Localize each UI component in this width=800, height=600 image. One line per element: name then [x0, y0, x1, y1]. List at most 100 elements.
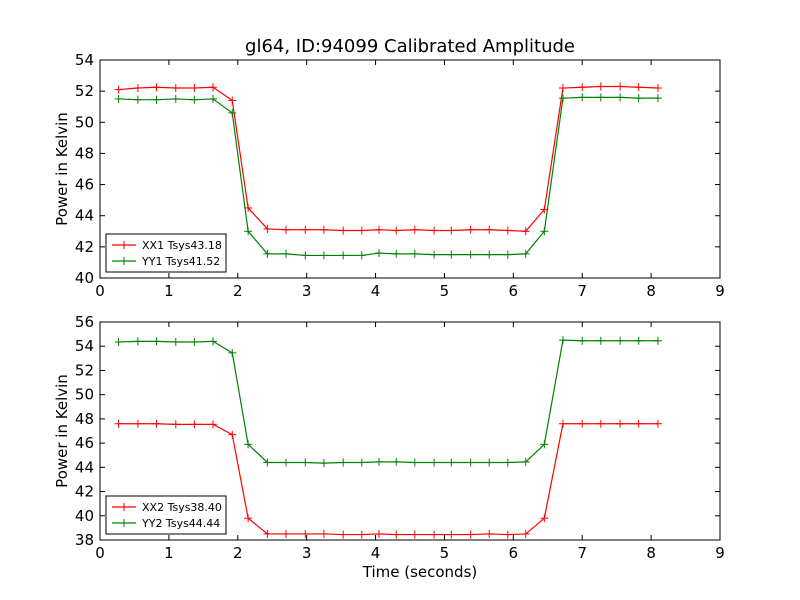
- legend-box: [105, 233, 227, 273]
- data-point: [447, 226, 456, 235]
- data-point: [375, 457, 383, 466]
- x-tick-label: 5: [440, 282, 450, 300]
- x-tick-label: 9: [715, 544, 725, 562]
- data-point: [503, 530, 512, 539]
- series-line: [118, 96, 658, 257]
- data-point: [447, 458, 456, 467]
- data-point: [244, 440, 253, 449]
- data-point: [410, 458, 419, 467]
- y-tick-label: 46: [75, 176, 94, 194]
- data-point: [339, 251, 348, 260]
- data-point: [558, 84, 567, 93]
- x-tick-label: 2: [233, 544, 243, 562]
- data-point: [319, 529, 328, 538]
- data-point: [503, 458, 512, 467]
- data-point: [616, 419, 625, 428]
- y-tick-label: 38: [75, 531, 94, 549]
- data-point: [208, 420, 217, 429]
- data-point: [319, 251, 328, 260]
- data-point: [190, 337, 199, 346]
- data-point: [228, 430, 237, 439]
- data-point: [282, 458, 290, 467]
- data-point: [114, 85, 123, 94]
- y-axis-label: Power in Kelvin: [53, 374, 71, 488]
- data-point: [339, 458, 348, 467]
- data-point: [485, 225, 494, 234]
- data-point: [485, 250, 494, 259]
- data-point: [654, 84, 662, 93]
- data-point: [410, 530, 419, 539]
- data-point: [339, 226, 348, 235]
- x-tick-label: 0: [95, 544, 105, 562]
- y-tick-label: 46: [75, 434, 94, 452]
- legend-label: YY2 Tsys44.44: [141, 517, 220, 530]
- y-tick-label: 48: [75, 410, 94, 428]
- data-point: [133, 419, 142, 428]
- data-point: [208, 94, 217, 103]
- x-tick-label: 2: [233, 282, 243, 300]
- data-point: [578, 419, 587, 428]
- y-tick-label: 56: [75, 313, 94, 331]
- x-tick-label: 9: [715, 282, 725, 300]
- data-point: [282, 225, 290, 234]
- data-point: [558, 419, 567, 428]
- x-tick-label: 4: [371, 282, 381, 300]
- data-point: [152, 337, 161, 346]
- data-point: [171, 94, 180, 103]
- top-panel: 0 1 2 3 4 5 6 7 8 9 40 42 44 46 48 50 52 54 Power in Kelvi…: [53, 51, 725, 300]
- data-point: [596, 336, 605, 345]
- legend-box: [105, 495, 227, 535]
- data-point: [263, 249, 272, 258]
- data-point: [540, 514, 549, 523]
- x-tick-label: 0: [95, 282, 105, 300]
- data-point: [357, 530, 366, 539]
- y-tick-label: 42: [75, 483, 94, 501]
- y-tick-label: 44: [75, 458, 94, 476]
- y-tick-label: 50: [75, 386, 94, 404]
- y-tick-label: 48: [75, 144, 94, 162]
- series-line: [118, 339, 658, 464]
- data-point: [578, 93, 587, 102]
- y-tick-label: 40: [75, 269, 94, 287]
- data-point: [521, 249, 530, 258]
- data-point: [133, 337, 142, 346]
- data-point: [152, 419, 161, 428]
- data-point: [392, 226, 401, 235]
- data-point: [634, 83, 643, 92]
- data-point: [596, 93, 605, 102]
- data-point: [114, 94, 123, 103]
- data-point: [558, 94, 567, 103]
- x-tick-label: 7: [577, 544, 587, 562]
- data-point: [616, 93, 625, 102]
- x-tick-label: 1: [164, 544, 174, 562]
- data-point: [244, 514, 253, 523]
- y-tick-label: 52: [75, 361, 94, 379]
- series-line: [118, 85, 659, 232]
- data-point: [152, 83, 161, 92]
- data-point: [447, 530, 456, 539]
- data-point: [301, 458, 310, 467]
- data-point: [114, 337, 123, 346]
- data-point: [634, 419, 643, 428]
- y-tick-label: 54: [75, 51, 94, 69]
- data-point: [357, 458, 366, 467]
- data-point: [521, 457, 530, 466]
- data-point: [171, 420, 180, 429]
- y-axis-label: Power in Kelvin: [53, 112, 71, 226]
- y-tick-label: 44: [75, 207, 94, 225]
- data-point: [228, 96, 237, 105]
- data-point: [654, 419, 662, 428]
- data-point: [114, 419, 123, 428]
- data-point: [228, 108, 237, 117]
- legend-label: XX1 Tsys43.18: [142, 239, 222, 252]
- data-point: [319, 225, 328, 234]
- data-point: [375, 249, 383, 258]
- y-tick-label: 52: [75, 82, 94, 100]
- data-point: [190, 420, 199, 429]
- y-axis: 40 42 44 46 48 50 52 54: [75, 51, 720, 287]
- data-point: [392, 249, 401, 258]
- data-point: [263, 458, 272, 467]
- data-point: [410, 249, 419, 258]
